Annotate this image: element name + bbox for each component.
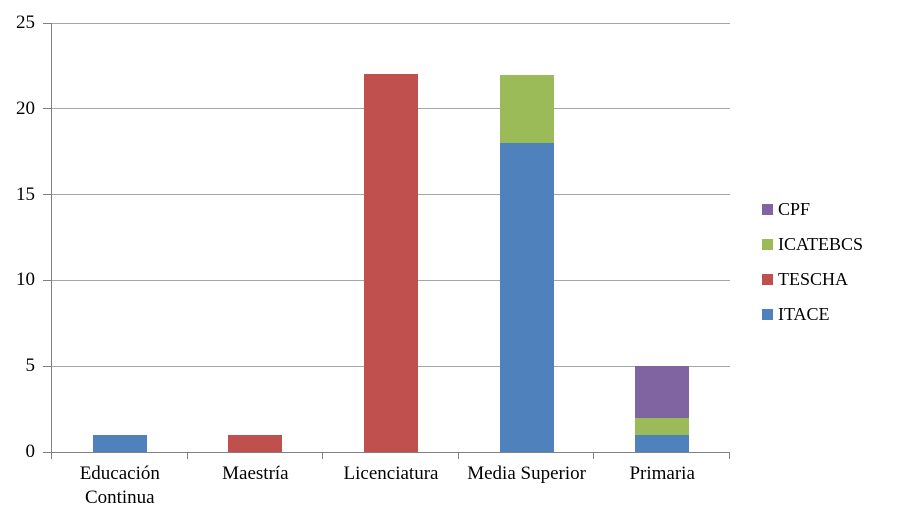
legend-label: ITACE	[778, 304, 830, 324]
x-axis-tick	[51, 452, 52, 459]
y-axis-tick-label: 5	[25, 355, 36, 377]
bar-segment-tescha	[364, 74, 418, 452]
bar-segment-itace	[500, 143, 554, 452]
x-axis-category-label: Primaria	[629, 463, 695, 484]
bar-segment-itace	[635, 434, 689, 452]
y-axis-tick-label: 25	[16, 12, 35, 33]
x-axis-category-label: Media Superior	[467, 463, 586, 484]
legend-swatch-cpf	[762, 203, 773, 215]
y-axis-tick	[43, 451, 52, 453]
y-axis-tick-label: 10	[16, 269, 35, 291]
x-axis-category-label: Educación Continua	[79, 463, 160, 508]
bar-segment-tescha	[228, 434, 282, 452]
legend-item: TESCHA	[762, 268, 863, 290]
legend-swatch-icatebcs	[762, 238, 773, 250]
bar-segment-icatebcs	[635, 417, 689, 435]
x-axis-tick	[593, 452, 594, 459]
x-axis-tick	[458, 452, 459, 459]
x-axis-category-label: Maestría	[222, 463, 289, 484]
x-axis-tick	[187, 452, 188, 459]
x-axis-line	[44, 452, 730, 453]
x-axis-tick	[322, 452, 323, 459]
x-axis-category-label: Licenciatura	[343, 463, 439, 484]
gridline	[52, 22, 730, 24]
legend-label: ICATEBCS	[778, 234, 864, 254]
y-axis-tick-label: 15	[16, 183, 35, 205]
legend-swatch-itace	[762, 308, 773, 320]
legend-swatch-tescha	[762, 273, 773, 285]
y-axis-line	[51, 23, 52, 458]
legend-item: ITACE	[762, 303, 863, 325]
legend-item: CPF	[762, 198, 863, 220]
bar-segment-itace	[93, 434, 147, 452]
bar-segment-cpf	[635, 366, 689, 418]
y-axis-tick-label: 0	[25, 441, 36, 462]
legend-label: TESCHA	[778, 269, 849, 289]
y-axis-tick	[43, 22, 52, 24]
y-axis-tick	[43, 365, 52, 367]
bar-segment-icatebcs	[500, 74, 554, 144]
y-axis-tick-label: 20	[16, 97, 35, 119]
y-axis-tick	[43, 194, 52, 196]
y-axis-tick	[43, 279, 52, 281]
x-axis-tick	[729, 452, 730, 459]
plot-area: 0 5 10 15 20 25 Educación Continua Maestría Lice…	[16, 12, 730, 508]
legend-label: CPF	[778, 199, 811, 219]
legend-item: ICATEBCS	[762, 233, 863, 255]
y-axis-tick	[43, 108, 52, 110]
legend: CPF ICATEBCS TESCHA ITACE	[762, 198, 863, 325]
